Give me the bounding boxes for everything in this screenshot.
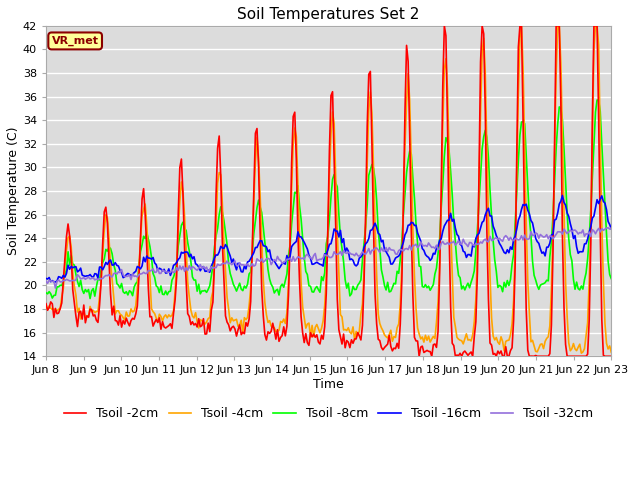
Tsoil -16cm [113,263,121,268]
Tsoil -4cm [230,318,237,324]
Tsoil -8cm [291,189,299,195]
Text: VR_met: VR_met [52,36,99,46]
Tsoil -16cm [291,240,299,246]
Tsoil -32cm [577,230,585,236]
Tsoil -32cm [231,258,239,264]
Tsoil -2cm [211,261,218,267]
Line: Tsoil -16cm: Tsoil -16cm [46,195,611,282]
Line: Tsoil -32cm: Tsoil -32cm [46,228,611,288]
Tsoil -4cm [577,350,585,356]
Tsoil -8cm [241,283,248,289]
Legend: Tsoil -2cm, Tsoil -4cm, Tsoil -8cm, Tsoil -16cm, Tsoil -32cm: Tsoil -2cm, Tsoil -4cm, Tsoil -8cm, Tsoi… [59,402,598,425]
Tsoil -8cm [231,285,239,290]
Tsoil -4cm [111,311,119,317]
Line: Tsoil -4cm: Tsoil -4cm [46,26,611,353]
Tsoil -4cm [239,330,246,336]
Tsoil -4cm [289,142,297,147]
Tsoil -2cm [607,353,615,359]
Tsoil -16cm [607,226,615,232]
Tsoil -2cm [230,324,237,329]
Y-axis label: Soil Temperature (C): Soil Temperature (C) [7,127,20,255]
Tsoil -32cm [52,285,60,291]
Tsoil -8cm [113,281,121,287]
Tsoil -32cm [42,278,50,284]
Tsoil -32cm [604,225,612,231]
Tsoil -16cm [52,279,60,285]
Tsoil -2cm [42,301,50,307]
Tsoil -8cm [607,276,615,281]
Tsoil -4cm [579,349,587,355]
Tsoil -2cm [440,23,448,29]
Title: Soil Temperatures Set 2: Soil Temperatures Set 2 [237,7,420,22]
Tsoil -16cm [579,249,587,254]
Tsoil -2cm [579,353,587,359]
Tsoil -32cm [241,263,248,268]
Tsoil -16cm [212,252,220,258]
Tsoil -2cm [415,353,423,359]
Tsoil -16cm [231,262,239,268]
Tsoil -8cm [593,97,601,103]
Tsoil -2cm [111,318,119,324]
Tsoil -16cm [42,276,50,281]
X-axis label: Time: Time [313,378,344,391]
Tsoil -4cm [211,258,218,264]
Line: Tsoil -2cm: Tsoil -2cm [46,26,611,356]
Tsoil -4cm [42,304,50,310]
Tsoil -2cm [239,329,246,335]
Tsoil -8cm [212,233,220,239]
Tsoil -32cm [113,271,121,277]
Tsoil -16cm [559,192,566,198]
Tsoil -8cm [42,290,50,296]
Tsoil -16cm [241,263,248,269]
Tsoil -8cm [577,283,585,289]
Tsoil -32cm [607,225,615,231]
Tsoil -8cm [86,296,94,301]
Tsoil -4cm [518,23,525,29]
Line: Tsoil -8cm: Tsoil -8cm [46,100,611,299]
Tsoil -4cm [607,349,615,355]
Tsoil -32cm [212,264,220,270]
Tsoil -2cm [289,114,297,120]
Tsoil -32cm [291,258,299,264]
